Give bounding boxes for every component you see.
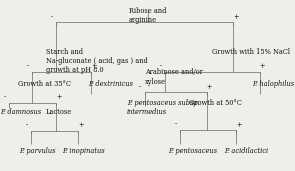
Text: P. dextrinicus: P. dextrinicus [88, 80, 133, 88]
Text: Growth at 50°C: Growth at 50°C [189, 99, 242, 107]
Text: P. halophilus: P. halophilus [252, 80, 294, 88]
Text: P. acidilactici: P. acidilactici [224, 147, 268, 155]
Text: Arabinose and/or
xylose: Arabinose and/or xylose [145, 68, 202, 86]
Text: P. pentosaceus subsp.
intermedius: P. pentosaceus subsp. intermedius [127, 99, 200, 116]
Text: -: - [3, 93, 6, 101]
Text: +: + [260, 62, 265, 70]
Text: Ribose and
arginine: Ribose and arginine [129, 7, 166, 24]
Text: +: + [233, 13, 239, 21]
Text: P. damnosus: P. damnosus [0, 108, 41, 116]
Text: P. parvulus: P. parvulus [19, 147, 56, 155]
Text: -: - [25, 121, 28, 129]
Text: Starch and
Na-gluconate ( acid, gas ) and
growth at pH 8.0: Starch and Na-gluconate ( acid, gas ) an… [46, 48, 148, 74]
Text: -: - [174, 121, 177, 129]
Text: Growth at 35°C: Growth at 35°C [18, 80, 71, 88]
Text: +: + [92, 62, 97, 70]
Text: -: - [139, 83, 141, 91]
Text: P. pentosaceus: P. pentosaceus [168, 147, 217, 155]
Text: Growth with 15% NaCl: Growth with 15% NaCl [212, 48, 290, 56]
Text: -: - [27, 62, 29, 70]
Text: +: + [207, 83, 212, 91]
Text: -: - [50, 13, 53, 21]
Text: +: + [78, 121, 84, 129]
Text: +: + [56, 93, 62, 101]
Text: -: - [160, 62, 162, 70]
Text: P. inopinatus: P. inopinatus [62, 147, 104, 155]
Text: Lactose: Lactose [46, 108, 72, 116]
Text: +: + [236, 121, 242, 129]
